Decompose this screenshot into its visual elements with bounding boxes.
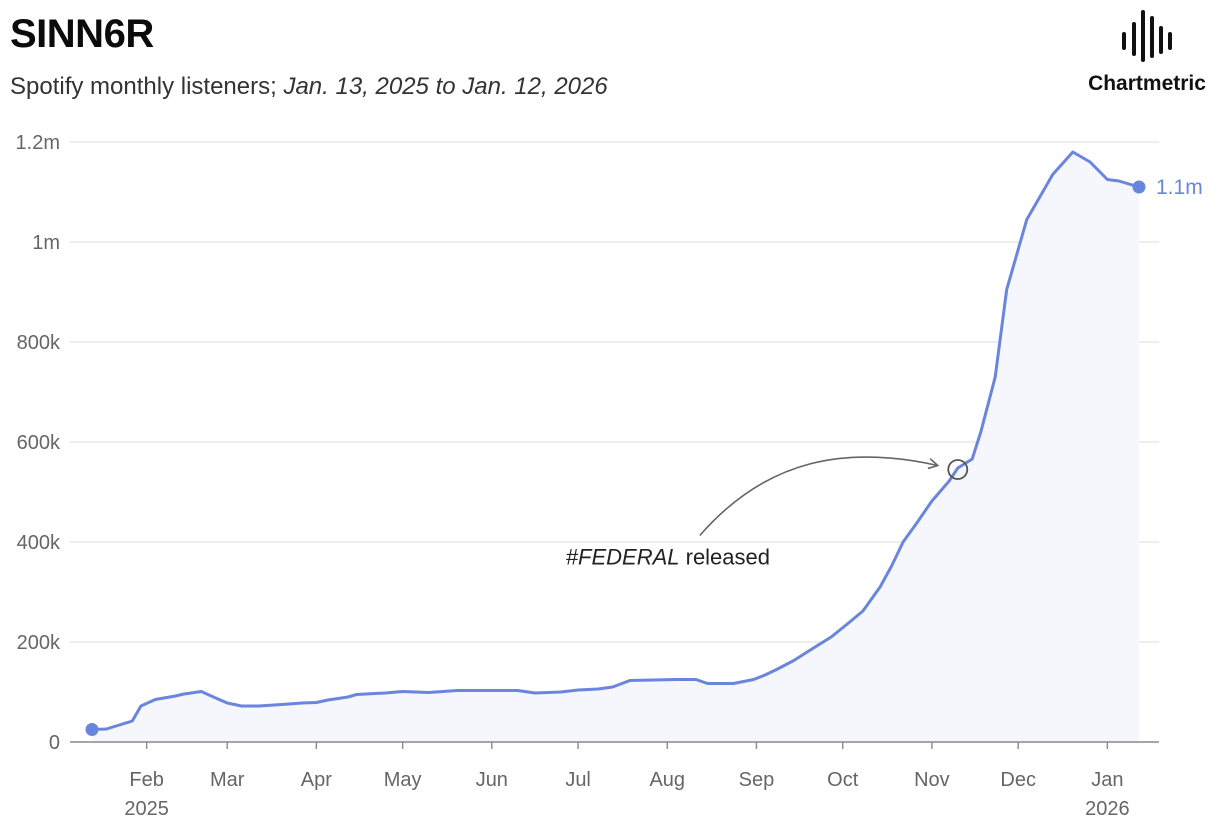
series-end-label: 1.1m — [1156, 176, 1203, 199]
artist-title: SINN6R — [10, 12, 154, 56]
listeners-area-fill — [92, 152, 1139, 742]
x-tick-label: Aug — [649, 769, 685, 791]
y-tick-label: 200k — [17, 632, 61, 654]
annotation-text: #FEDERAL released — [566, 545, 770, 570]
subtitle-metric: Spotify monthly listeners; — [10, 73, 284, 100]
x-tick-year-label: 2025 — [124, 798, 169, 820]
x-tick-label: Apr — [301, 769, 332, 791]
annotation-release-text: released — [680, 545, 771, 570]
x-tick-label: Jan — [1091, 769, 1123, 791]
x-tick-label: May — [384, 769, 422, 791]
chartmetric-logo-text: Chartmetric — [1088, 72, 1206, 95]
annotation-marker-ring — [947, 459, 969, 480]
subtitle-date-range: Jan. 13, 2025 to Jan. 12, 2026 — [283, 73, 608, 100]
release-annotation: #FEDERAL released — [566, 456, 969, 570]
x-tick-label: Jun — [476, 769, 508, 791]
y-tick-label: 1m — [32, 232, 60, 254]
y-tick-label: 800k — [17, 332, 61, 354]
y-tick-label: 0 — [49, 732, 60, 754]
x-tick-label: Oct — [827, 769, 859, 791]
x-tick-label: Jul — [565, 769, 591, 791]
series-start-marker — [85, 723, 99, 736]
y-tick-label: 400k — [17, 532, 61, 554]
y-tick-label: 600k — [17, 432, 61, 454]
x-axis: Feb 2025 Mar Apr May Jun Jul Aug Sep Oct Nov Dec Jan… — [70, 741, 1159, 820]
annotation-release-tag: #FEDERAL — [566, 545, 680, 570]
x-tick-label: Mar — [210, 769, 245, 791]
y-tick-label: 1.2m — [16, 132, 60, 154]
x-tick-label: Nov — [914, 769, 950, 791]
annotation-arrow — [699, 456, 940, 537]
series-end-marker — [1132, 180, 1146, 194]
chart-subtitle: Spotify monthly listeners; Jan. 13, 2025… — [10, 73, 608, 101]
x-tick-label: Feb — [129, 769, 163, 791]
chartmetric-logo: Chartmetric — [1082, 8, 1212, 98]
x-tick-label: Sep — [739, 769, 775, 791]
chartmetric-waveform-icon — [1122, 10, 1172, 62]
x-tick-label: Dec — [1000, 769, 1036, 791]
listeners-series-line — [90, 150, 1141, 731]
x-tick-year-label: 2026 — [1085, 798, 1130, 820]
